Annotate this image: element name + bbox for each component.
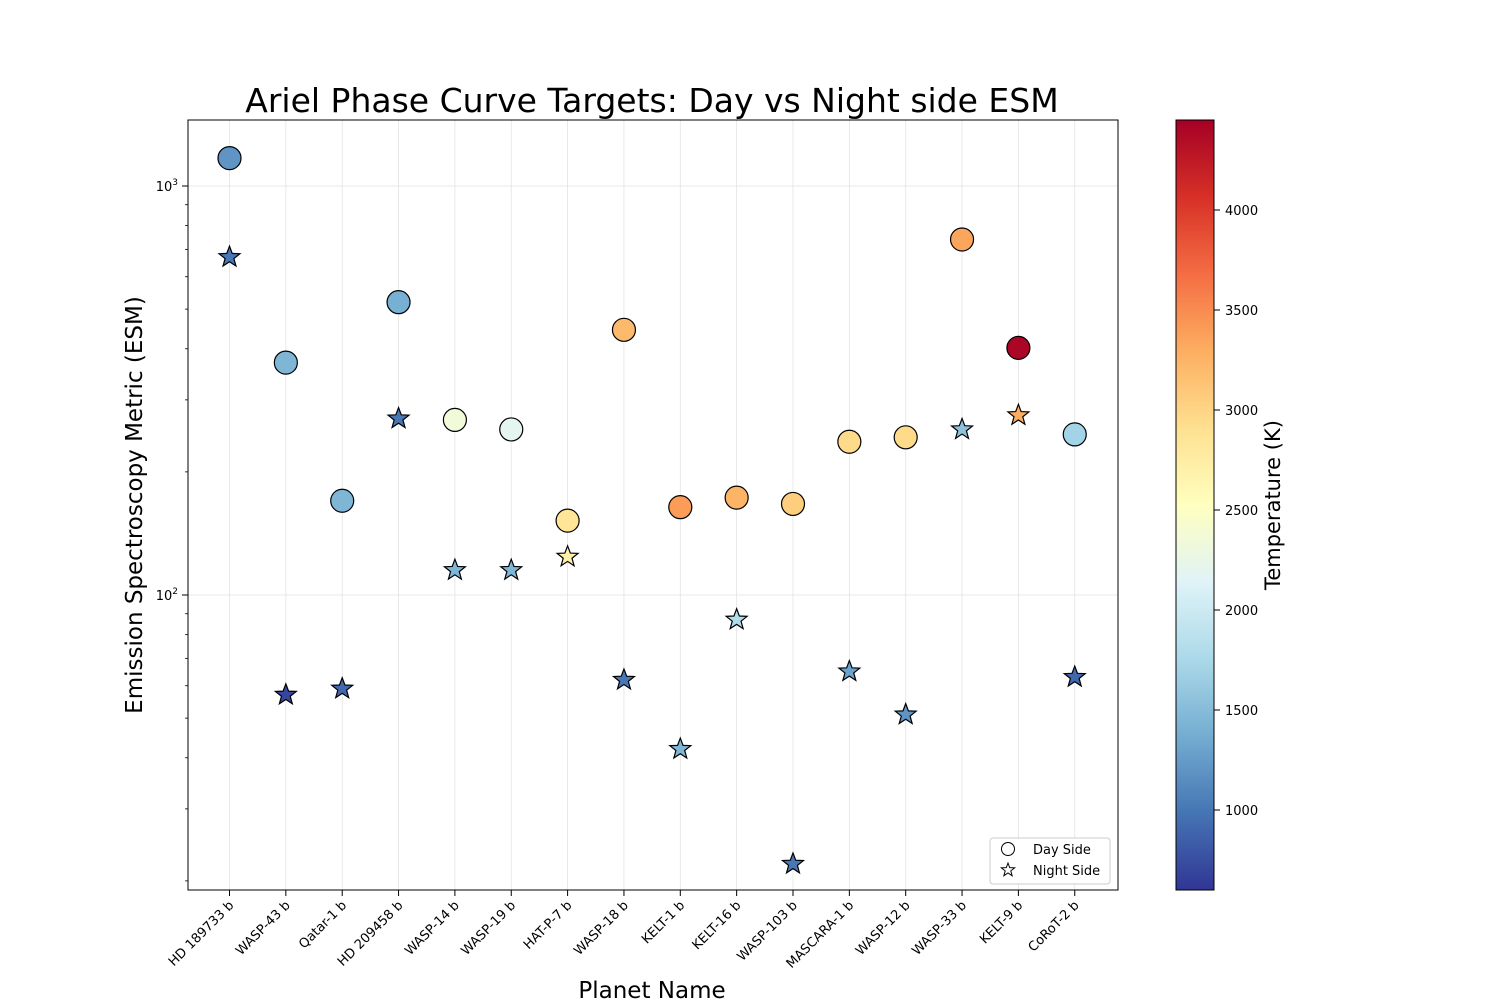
day-side-point <box>1006 335 1031 360</box>
day-side-point <box>724 485 749 510</box>
day-side-point <box>330 488 355 513</box>
night-side-point <box>386 405 411 429</box>
legend-label-night-side: Night Side <box>1033 864 1100 879</box>
colorbar-label: Temperature (K) <box>1261 420 1285 591</box>
night-side-point <box>499 557 524 581</box>
y-axis-ticks: 102 103 <box>156 178 188 882</box>
night-side-point <box>555 544 580 568</box>
day-side-point <box>611 317 637 342</box>
day-side-point <box>386 290 411 315</box>
x-axis-label: Planet Name <box>578 978 725 1000</box>
night-side-point <box>949 416 975 440</box>
colorbar-tick-label: 2000 <box>1225 604 1258 619</box>
legend: Day Side Night Side <box>989 837 1111 885</box>
day-side-point <box>668 495 693 520</box>
x-tick-label: Qatar-1 b <box>296 898 350 952</box>
colorbar: 1000 1500 2000 2500 3000 3500 4000 Temperature… <box>1175 119 1285 891</box>
night-side-point <box>1006 402 1031 426</box>
x-tick-label: WASP-19 b <box>459 898 519 958</box>
night-side-point <box>724 607 749 631</box>
night-side-point <box>668 736 693 760</box>
legend-marker-day-side <box>1001 842 1015 856</box>
x-tick-label: HAT-P-7 b <box>521 898 575 952</box>
day-side-point <box>1062 422 1087 447</box>
x-tick-label: KELT-1 b <box>639 898 688 947</box>
night-side-point <box>1062 664 1087 688</box>
colorbar-tick-label: 4000 <box>1225 204 1258 219</box>
night-side-point <box>217 244 242 268</box>
day-side-point <box>499 417 524 442</box>
legend-marker-night-side <box>999 861 1017 877</box>
night-side-point <box>837 658 862 682</box>
colorbar-ticks: 1000 1500 2000 2500 3000 3500 4000 <box>1214 204 1258 819</box>
night-side-point <box>893 701 918 725</box>
day-side-point <box>555 508 580 533</box>
x-tick-label: KELT-9 b <box>977 898 1026 947</box>
x-tick-label: WASP-14 b <box>402 898 462 958</box>
day-side-point <box>893 425 918 450</box>
y-tick-exponent: 2 <box>172 587 178 597</box>
night-side-point <box>442 557 467 581</box>
night-side-point <box>273 682 298 706</box>
night-side-point <box>780 851 806 875</box>
data-points <box>217 146 1087 875</box>
x-tick-label: WASP-12 b <box>853 898 913 958</box>
night-side-point <box>330 676 355 700</box>
night-side-point <box>611 667 637 691</box>
day-side-point <box>949 227 975 252</box>
x-tick-label: WASP-33 b <box>909 898 969 958</box>
x-tick-label: HD 189733 b <box>166 898 237 969</box>
day-side-point <box>442 407 467 432</box>
grid <box>188 120 1118 890</box>
chart-title: Ariel Phase Curve Targets: Day vs Night … <box>245 81 1058 120</box>
plot-area-frame <box>187 119 1119 891</box>
day-side-point <box>837 429 862 454</box>
day-side-point <box>273 350 298 375</box>
x-tick-label: WASP-43 b <box>233 898 293 958</box>
colorbar-tick-label: 2500 <box>1225 504 1258 519</box>
legend-box <box>989 837 1111 885</box>
y-tick-exponent: 3 <box>172 178 178 188</box>
legend-label-day-side: Day Side <box>1033 843 1091 858</box>
y-axis-label: Emission Spectroscopy Metric (ESM) <box>122 296 148 714</box>
day-side-point <box>780 491 806 517</box>
colorbar-tick-label: 1500 <box>1225 704 1258 719</box>
y-tick-label: 102 <box>156 587 178 604</box>
x-tick-label: WASP-18 b <box>571 898 631 958</box>
y-tick-label: 103 <box>156 178 178 195</box>
x-tick-label: KELT-16 b <box>690 898 745 953</box>
day-side-point <box>217 146 242 171</box>
x-tick-label: CoRoT-2 b <box>1026 898 1083 955</box>
colorbar-tick-label: 3000 <box>1225 404 1258 419</box>
colorbar-gradient <box>1175 119 1215 891</box>
colorbar-tick-label: 3500 <box>1225 304 1258 319</box>
colorbar-tick-label: 1000 <box>1225 804 1258 819</box>
